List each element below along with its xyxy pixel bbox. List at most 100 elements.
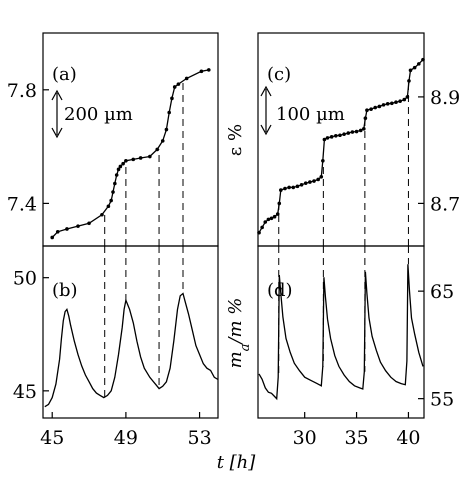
scalebar-arrow-down [260, 124, 272, 136]
panel-c-series [257, 57, 425, 235]
data-point [269, 216, 274, 221]
data-point [299, 182, 304, 187]
data-point [266, 217, 271, 222]
data-point [381, 103, 386, 107]
ytick-label: 8.9 [430, 87, 460, 109]
data-point [398, 99, 402, 103]
data-point [167, 110, 171, 115]
series-line [258, 59, 424, 234]
data-point [170, 96, 174, 101]
xtick-label: 49 [114, 427, 138, 449]
data-point [322, 137, 327, 142]
data-point [160, 139, 165, 143]
data-point [272, 214, 277, 219]
data-point [385, 102, 390, 106]
data-point [377, 104, 382, 109]
series-line [258, 264, 424, 401]
data-point [277, 201, 282, 206]
data-point [291, 185, 296, 190]
data-point [279, 188, 283, 192]
data-point [394, 100, 398, 105]
panel-c-ylabel: ε % [225, 124, 246, 156]
data-point [312, 179, 316, 183]
data-point [369, 107, 373, 111]
data-point [164, 127, 169, 132]
data-point [176, 82, 181, 86]
data-point [76, 224, 80, 228]
data-point [334, 133, 338, 138]
data-point [412, 65, 417, 70]
scalebar-arrow-up [260, 85, 272, 97]
panel-b: (b) 45 50 45 49 53 [13, 245, 219, 449]
data-point [184, 76, 189, 81]
data-point [405, 95, 410, 99]
data-point [329, 135, 334, 139]
data-point [148, 154, 152, 159]
data-point [363, 116, 368, 120]
scalebar-arrow-down [51, 127, 63, 139]
xtick-label: 40 [396, 427, 420, 449]
panel-a-scalebar: 200 µm [51, 89, 133, 139]
panel-a-label: (a) [52, 64, 77, 85]
panel-b-label: (b) [52, 280, 78, 301]
panel-c-scalebar-label: 100 µm [276, 104, 345, 125]
data-point [362, 127, 366, 131]
data-point [321, 159, 325, 163]
data-point [55, 230, 60, 234]
data-point [50, 235, 55, 240]
data-point [390, 101, 394, 106]
xtick-label: 35 [344, 427, 368, 449]
ytick-label: 8.7 [430, 193, 460, 215]
series-line [51, 69, 209, 238]
panel-c: (c) 100 µm 8.7 8.9 ε % [225, 32, 460, 247]
ytick-label: 45 [13, 381, 37, 403]
data-point [354, 129, 359, 134]
panel-c-label: (c) [267, 64, 291, 85]
data-point [87, 221, 91, 226]
ytick-label: 7.4 [7, 193, 37, 215]
panel-d-vlines [278, 246, 409, 378]
data-point [308, 180, 312, 184]
panel-b-vlines [104, 246, 184, 398]
data-point [111, 190, 115, 194]
data-point [206, 68, 211, 72]
data-point [275, 212, 280, 216]
data-point [346, 131, 351, 135]
data-point [319, 174, 324, 179]
panel-a: (a) 200 µm 7.4 7.8 [7, 32, 219, 247]
panel-b-frame [42, 245, 219, 419]
data-point [316, 177, 320, 182]
panel-b-ticks: 45 50 45 49 53 [13, 268, 212, 449]
data-point [295, 184, 300, 189]
x-axis-label: t [h] [217, 452, 257, 473]
data-point [106, 204, 111, 209]
panel-d-ticks: 55 65 30 35 40 [293, 281, 455, 449]
ytick-label: 7.8 [7, 80, 37, 102]
panel-d: (d) 55 65 30 35 40 ma/m % [225, 245, 455, 449]
data-point [417, 62, 421, 66]
ytick-label: 65 [430, 281, 454, 303]
panel-d-ylabel: ma/m % [225, 298, 253, 369]
panel-d-series [258, 264, 424, 401]
data-point [257, 230, 261, 235]
ytick-label: 50 [13, 268, 37, 290]
data-point [138, 156, 143, 160]
scalebar-arrow-up [51, 89, 63, 101]
data-point [287, 185, 291, 190]
panel-c-yticks: 8.7 8.9 [418, 87, 460, 215]
panel-b-series [44, 292, 219, 408]
data-point [342, 132, 346, 136]
data-point [113, 181, 117, 186]
data-point [350, 130, 355, 134]
panel-a-series [50, 68, 211, 240]
xtick-label: 53 [187, 427, 211, 449]
panel-d-label: (d) [267, 280, 293, 301]
data-point [373, 105, 378, 110]
ytick-label: 55 [430, 389, 454, 411]
data-point [155, 147, 160, 152]
panel-c-vlines [278, 80, 409, 246]
panel-a-vlines [104, 78, 184, 246]
data-point [116, 167, 121, 172]
data-point [407, 79, 411, 83]
